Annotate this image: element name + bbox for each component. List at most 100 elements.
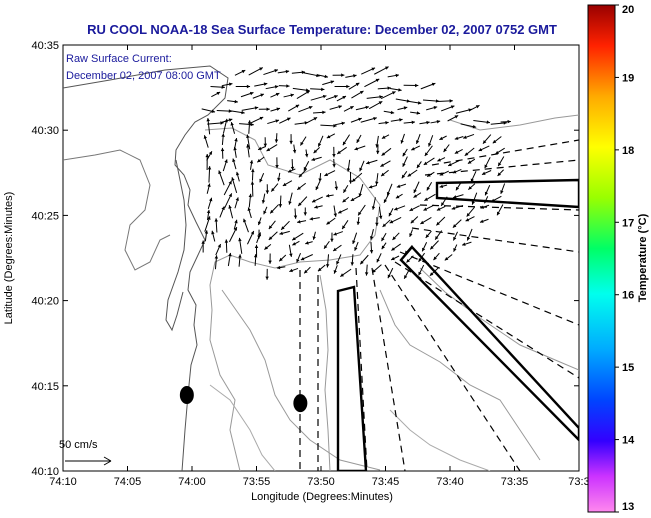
current-vector-head — [277, 177, 281, 182]
current-vector-head — [444, 257, 449, 261]
current-vector-head — [249, 91, 254, 96]
current-vector-head — [281, 226, 285, 230]
plot-area — [62, 44, 580, 472]
current-vector-head — [391, 247, 395, 251]
current-vector-head — [382, 223, 387, 227]
x-tick-label: 74:05 — [114, 476, 142, 488]
colorbar-tick-label: 15 — [622, 362, 634, 374]
colorbar-tick-label: 14 — [622, 435, 635, 447]
current-vector-head — [270, 209, 274, 214]
current-vector-head — [431, 82, 436, 87]
current-vector-head — [297, 186, 301, 190]
current-vector-head — [462, 242, 466, 246]
current-vector-head — [342, 225, 346, 230]
current-vector-head — [235, 197, 239, 201]
current-vector-head — [274, 85, 279, 89]
current-vector-head — [337, 150, 341, 154]
current-vector-head — [343, 189, 347, 193]
current-vector-head — [304, 153, 309, 158]
current-vector-head — [500, 190, 504, 194]
current-vector-head — [228, 193, 232, 197]
current-vector-head — [333, 232, 337, 236]
colorbar — [587, 4, 616, 513]
current-vector-head — [454, 150, 459, 154]
current-vector-head — [312, 236, 316, 240]
current-vector-head — [336, 260, 340, 265]
current-vector-head — [308, 105, 313, 110]
current-vector-head — [406, 258, 410, 263]
current-vector-head — [439, 172, 444, 176]
current-vector-head — [305, 241, 309, 245]
current-vector-head — [355, 82, 360, 87]
current-vector-head — [463, 135, 467, 139]
current-vector-head — [290, 166, 295, 171]
current-vector-head — [293, 215, 298, 219]
current-vector-head — [371, 67, 376, 71]
current-vector-head — [346, 84, 350, 89]
current-vector-head — [450, 105, 455, 109]
current-vector-head — [338, 210, 342, 214]
current-vector-head — [228, 252, 232, 257]
current-vector-head — [214, 218, 218, 222]
current-vector-head — [448, 162, 452, 167]
chart-title: RU COOL NOAA-18 Sea Surface Temperature:… — [87, 22, 557, 37]
current-vector-head — [221, 133, 225, 137]
current-vector-head — [422, 247, 426, 252]
current-vector-head — [259, 116, 264, 121]
current-vector-head — [206, 209, 211, 214]
current-vector-head — [341, 121, 345, 126]
current-vector-head — [333, 270, 337, 274]
current-vector-head — [427, 173, 431, 177]
current-vector-head — [402, 163, 406, 167]
current-vector-head — [263, 82, 268, 86]
inner-shore — [63, 149, 171, 271]
current-vector-head — [479, 219, 484, 223]
current-vector-head — [453, 236, 457, 241]
current-vector-head — [346, 168, 351, 172]
current-vector-head — [251, 168, 255, 173]
current-vector-head — [468, 186, 472, 190]
current-vector-head — [407, 173, 412, 177]
current-vector-head — [220, 147, 225, 152]
current-vector-head — [481, 171, 486, 175]
bathymetry-contour-7 — [209, 384, 276, 471]
current-vector-head — [292, 149, 297, 154]
x-axis: 74:10 74:05 74:00 73:55 73:50 73:45 73:40 73:35… — [49, 45, 590, 488]
current-vector-head — [497, 172, 502, 176]
annotation-line-2: December 02, 2007 08:00 GMT — [66, 70, 221, 82]
current-vector-head — [430, 245, 434, 250]
y-tick-label: 40:25 — [31, 210, 59, 222]
current-vector-head — [418, 271, 422, 276]
current-vector-head — [338, 105, 342, 109]
current-vector-head — [268, 225, 273, 230]
current-vector-head — [228, 180, 232, 185]
current-vector-head — [454, 115, 459, 119]
current-vector-head — [264, 246, 269, 250]
bathymetry-contour-6 — [449, 114, 579, 131]
current-vector-head — [356, 139, 360, 143]
current-vector-head — [282, 182, 287, 186]
colorbar-tick-label: 19 — [622, 72, 634, 84]
current-vector-head — [221, 206, 225, 211]
current-vector-head — [466, 213, 471, 217]
current-vector-head — [484, 164, 488, 169]
current-vector-head — [356, 221, 361, 225]
current-vector-head — [300, 257, 305, 261]
current-vector-head — [325, 194, 330, 198]
current-vector-head — [298, 202, 302, 207]
current-vector-head — [271, 187, 275, 192]
current-vector-head — [254, 106, 259, 110]
current-vector-head — [379, 95, 383, 99]
current-vector-head — [383, 199, 388, 203]
current-vector-head — [342, 96, 346, 100]
current-vector-head — [342, 141, 347, 146]
current-vector-head — [246, 134, 250, 139]
current-vectors — [201, 66, 511, 280]
current-vector-head — [375, 222, 379, 226]
current-vector-head — [411, 147, 415, 151]
current-vector-head — [254, 244, 259, 248]
current-vector-head — [243, 218, 247, 223]
x-tick-label: 73:50 — [307, 476, 335, 488]
current-vector-head — [309, 217, 314, 221]
